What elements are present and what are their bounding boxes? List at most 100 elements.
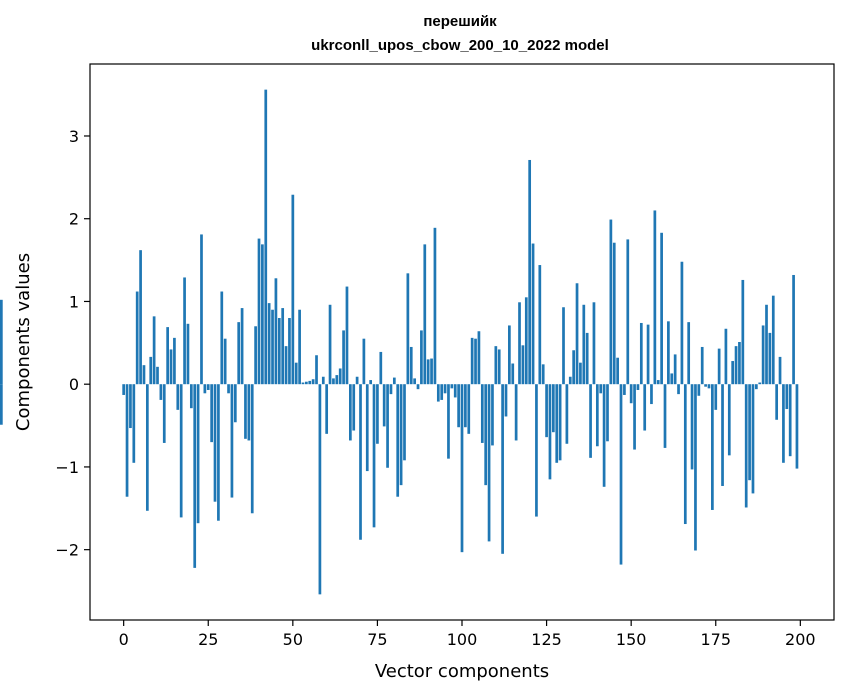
bar-component-169	[694, 384, 697, 551]
bar-component-103	[470, 337, 474, 385]
bar-component-158	[656, 380, 660, 385]
bar-component-122	[535, 384, 538, 517]
bar-component-59	[321, 376, 325, 385]
bar-component-112	[501, 384, 504, 554]
x-axis-label: Vector components	[375, 661, 549, 682]
bar-component-163	[673, 354, 677, 385]
bar-component-142	[602, 384, 606, 487]
bar-component-197	[788, 384, 792, 457]
x-tick-label: 75	[367, 630, 387, 649]
bar-component-168	[690, 384, 694, 470]
bar-component-56	[311, 379, 315, 385]
bar-component-191	[768, 332, 772, 385]
bar-component-138	[589, 384, 592, 458]
bar-component-115	[511, 363, 515, 385]
bar-component-149	[626, 239, 630, 385]
y-tick-label: −2	[55, 541, 79, 560]
bar-component-113	[504, 384, 508, 417]
bar-component-23	[200, 234, 203, 385]
bar-component-46	[277, 318, 281, 385]
bar-component-181	[734, 346, 738, 385]
bar-component-188	[758, 382, 762, 385]
bar-component-144	[609, 219, 613, 385]
bar-component-178	[724, 328, 728, 385]
bar-component-192	[771, 295, 775, 385]
bar-component-10	[156, 366, 159, 385]
bar-component-20	[189, 384, 193, 409]
bar-component-124	[541, 364, 545, 385]
bar-component-195	[782, 384, 785, 463]
bar-component-119	[524, 297, 528, 385]
bar-component-102	[467, 384, 471, 434]
bar-component-53	[301, 382, 305, 385]
bar-component-95	[443, 384, 447, 394]
bar-component-78	[386, 384, 389, 468]
bar-component-11	[159, 384, 163, 400]
bar-component-45	[274, 278, 278, 385]
bar-component-70	[359, 384, 362, 540]
bar-component-116	[514, 384, 518, 441]
bar-component-63	[335, 375, 339, 385]
bar-component-165	[680, 261, 684, 385]
bar-component-62	[332, 378, 335, 385]
bar-component-71	[362, 338, 366, 385]
bar-component-164	[677, 384, 680, 395]
y-tick-label: 3	[69, 127, 79, 146]
bar-component-167	[687, 322, 691, 385]
y-axis-ticks: −2 −1 0 1 2 3	[55, 127, 90, 560]
bar-component-101	[464, 384, 467, 428]
bar-component-52	[298, 309, 301, 385]
bar-component-111	[497, 349, 501, 385]
bar-component-1	[125, 384, 129, 497]
bar-component-60	[325, 384, 329, 434]
bar-component-74	[372, 384, 376, 528]
x-tick-label: 25	[198, 630, 218, 649]
bar-component-159	[660, 232, 663, 385]
bar-component-82	[399, 384, 403, 486]
bar-component-22	[196, 384, 200, 524]
bar-component-129	[558, 384, 562, 461]
bar-component-143	[606, 384, 609, 442]
bar-component-106	[480, 384, 484, 443]
bar-component-38	[250, 384, 254, 514]
bar-component-55	[308, 380, 312, 385]
bar-component-17	[179, 384, 183, 518]
bar-component-35	[240, 308, 244, 385]
x-axis-ticks: 0 25 50 75 100 125 150 175 200	[119, 620, 816, 649]
bar-component-183	[741, 279, 745, 385]
bar-component-134	[575, 283, 579, 385]
x-tick-label: 200	[785, 630, 816, 649]
bar-component-118	[521, 345, 525, 385]
bar-component-85	[409, 346, 413, 385]
bar-component-194	[778, 356, 782, 385]
bar-component-166	[683, 384, 687, 525]
bar-component-68	[352, 384, 356, 431]
bar-component-135	[579, 362, 582, 385]
bar-component-91	[430, 358, 433, 385]
bar-series	[0, 89, 799, 595]
bar-component-6	[142, 365, 146, 385]
bar-component-77	[382, 384, 386, 427]
bar-component-84	[406, 273, 410, 385]
bar-component-133	[572, 350, 576, 385]
bar-component-99	[457, 384, 460, 428]
bar-component-81	[396, 384, 400, 497]
bar-component-13	[166, 327, 169, 385]
bar-component-21	[193, 384, 197, 568]
bar-component-105	[477, 331, 481, 385]
bar-component-79	[389, 384, 393, 395]
bar-component-132	[568, 376, 572, 385]
x-tick-label: 0	[119, 630, 129, 649]
bar-component-47	[281, 308, 285, 385]
bar-component-37	[247, 384, 251, 441]
bar-component-153	[639, 322, 643, 385]
y-tick-label: 2	[69, 210, 79, 229]
bar-component-73	[369, 380, 373, 385]
y-tick-label: −1	[55, 458, 79, 477]
bar-component-83	[403, 384, 406, 461]
bar-component-24	[203, 384, 207, 394]
bar-component-145	[612, 242, 616, 385]
bar-component-141	[599, 384, 603, 394]
y-tick-label: 1	[69, 292, 79, 311]
bar-component-175	[714, 384, 718, 410]
